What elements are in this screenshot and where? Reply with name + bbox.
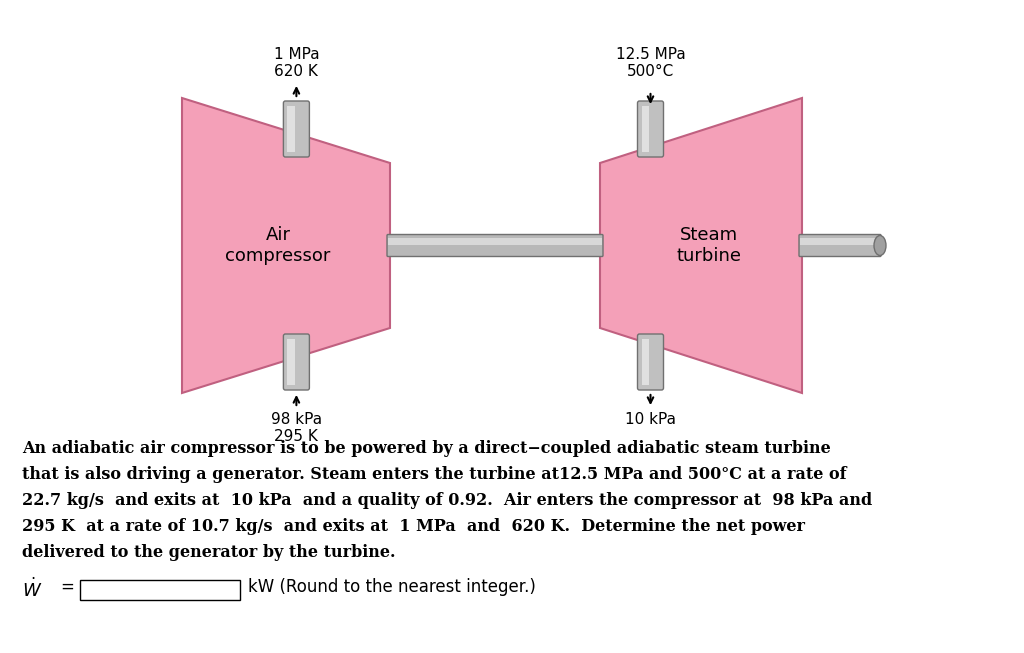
Text: 98 kPa
295 K: 98 kPa 295 K <box>270 412 322 445</box>
Text: $\dot{W}$: $\dot{W}$ <box>22 578 42 601</box>
Text: 22.7 kg/s  and exits at  10 kPa  and a quality of 0.92.  Air enters the compress: 22.7 kg/s and exits at 10 kPa and a qual… <box>22 492 872 509</box>
Polygon shape <box>800 238 880 245</box>
Text: delivered to the generator by the turbine.: delivered to the generator by the turbin… <box>22 544 395 561</box>
FancyBboxPatch shape <box>387 234 603 257</box>
FancyBboxPatch shape <box>80 580 240 600</box>
Polygon shape <box>288 339 295 385</box>
Polygon shape <box>641 339 649 385</box>
Text: Steam
turbine: Steam turbine <box>677 226 741 265</box>
Text: that is also driving a generator. Steam enters the turbine at12.5 MPa and 500°C : that is also driving a generator. Steam … <box>22 466 847 483</box>
FancyBboxPatch shape <box>284 101 309 157</box>
Polygon shape <box>182 98 390 393</box>
Text: kW (Round to the nearest integer.): kW (Round to the nearest integer.) <box>248 578 536 596</box>
FancyBboxPatch shape <box>799 234 881 257</box>
Text: 1 MPa
620 K: 1 MPa 620 K <box>273 46 319 79</box>
Polygon shape <box>388 238 602 245</box>
Polygon shape <box>288 106 295 152</box>
Text: 12.5 MPa
500°C: 12.5 MPa 500°C <box>615 46 685 79</box>
FancyBboxPatch shape <box>284 334 309 390</box>
Polygon shape <box>641 106 649 152</box>
Text: An adiabatic air compressor is to be powered by a direct−coupled adiabatic steam: An adiabatic air compressor is to be pow… <box>22 440 830 457</box>
Text: 10 kPa: 10 kPa <box>625 412 676 427</box>
Text: Air
compressor: Air compressor <box>225 226 331 265</box>
Text: 295 K  at a rate of 10.7 kg/s  and exits at  1 MPa  and  620 K.  Determine the n: 295 K at a rate of 10.7 kg/s and exits a… <box>22 518 805 535</box>
Ellipse shape <box>874 236 886 255</box>
Text: =: = <box>60 578 74 596</box>
FancyBboxPatch shape <box>638 101 664 157</box>
FancyBboxPatch shape <box>638 334 664 390</box>
Polygon shape <box>600 98 802 393</box>
